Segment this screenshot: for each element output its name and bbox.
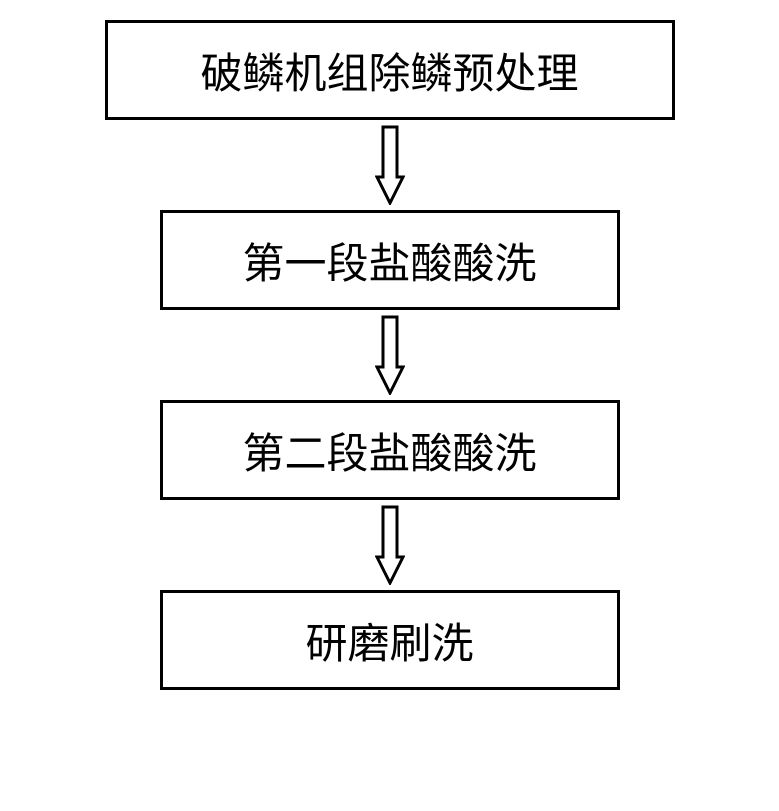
flowchart-step: 第二段盐酸酸洗	[160, 400, 620, 500]
step-label: 第一段盐酸酸洗	[242, 230, 536, 291]
arrow-container	[375, 120, 405, 210]
flowchart-step: 破鳞机组除鳞预处理	[105, 20, 675, 120]
flowchart-step: 第一段盐酸酸洗	[160, 210, 620, 310]
down-arrow-icon	[375, 125, 405, 205]
step-label: 第二段盐酸酸洗	[242, 420, 536, 481]
step-label: 研磨刷洗	[305, 610, 473, 671]
flowchart-step: 研磨刷洗	[160, 590, 620, 690]
arrow-container	[375, 310, 405, 400]
flowchart-container: 破鳞机组除鳞预处理 第一段盐酸酸洗 第二段盐酸酸洗 研磨刷洗	[105, 20, 675, 690]
down-arrow-icon	[375, 505, 405, 585]
down-arrow-icon	[375, 315, 405, 395]
arrow-container	[375, 500, 405, 590]
step-label: 破鳞机组除鳞预处理	[200, 40, 578, 101]
